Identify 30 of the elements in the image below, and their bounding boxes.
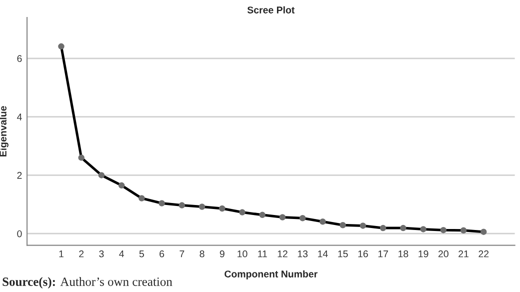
x-tick-label: 18 bbox=[398, 250, 408, 258]
x-tick-label: 17 bbox=[378, 250, 388, 258]
x-tick-label: 21 bbox=[458, 250, 468, 258]
x-tick-label: 15 bbox=[338, 250, 348, 258]
x-tick-label: 14 bbox=[318, 250, 328, 258]
y-tick-label: 0 bbox=[17, 230, 22, 238]
text: Author’s own creation bbox=[60, 277, 172, 286]
x-tick-label: 3 bbox=[99, 250, 104, 258]
y-tick-label: 2 bbox=[17, 172, 22, 179]
x-tick-label: 19 bbox=[418, 250, 428, 258]
x-tick-label: 22 bbox=[478, 250, 489, 258]
x-tick-label: 20 bbox=[438, 250, 448, 258]
x-tick-label: 12 bbox=[278, 250, 288, 258]
x-tick-label: 1 bbox=[59, 250, 64, 258]
x-tick-label: 5 bbox=[139, 250, 144, 258]
source-note: Source(s): bbox=[2, 277, 55, 288]
x-tick-label: 13 bbox=[298, 250, 308, 258]
x-tick-label: 9 bbox=[220, 250, 224, 258]
x-tick-label: 7 bbox=[180, 250, 184, 258]
y-tick-label: 6 bbox=[17, 55, 22, 62]
x-tick-label: 8 bbox=[200, 250, 204, 258]
x-tick-label: 10 bbox=[238, 250, 248, 258]
x-axis-title: Component Number bbox=[224, 270, 318, 280]
x-tick-label: 6 bbox=[160, 250, 164, 258]
x-tick-label: 11 bbox=[258, 250, 267, 258]
chart-title: Scree Plot bbox=[247, 6, 295, 14]
x-tick-label: 4 bbox=[119, 250, 124, 258]
y-tick-label: 4 bbox=[16, 114, 22, 120]
x-tick-label: 2 bbox=[79, 250, 84, 258]
x-tick-label: 16 bbox=[358, 250, 368, 258]
